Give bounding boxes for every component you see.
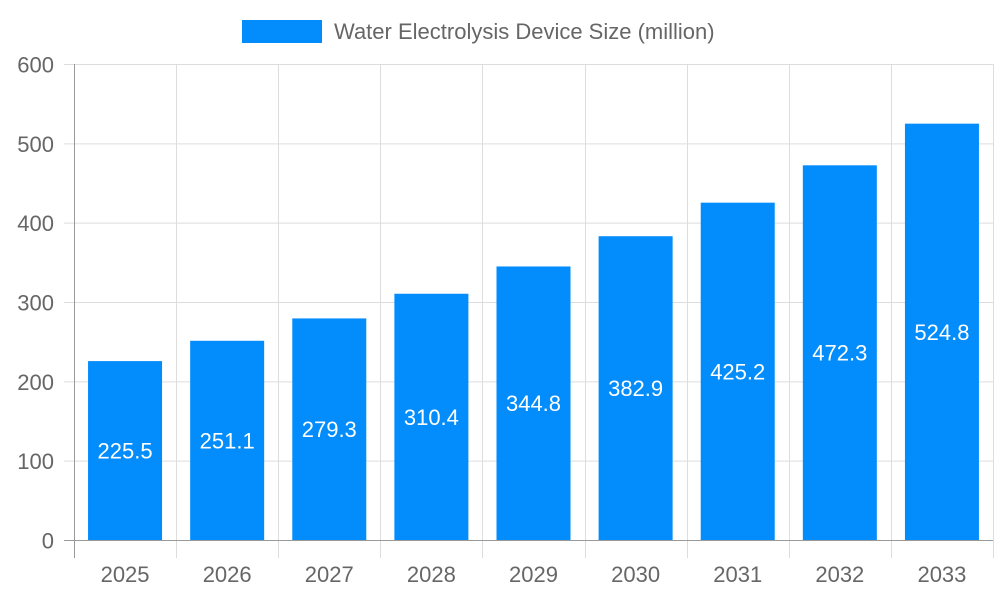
bar [88,361,163,540]
bar [700,202,775,540]
legend-swatch [242,20,322,43]
legend-label: Water Electrolysis Device Size (million) [334,19,715,44]
data-label: 344.8 [506,391,561,416]
x-tick-label: 2031 [713,562,762,587]
y-tick-label: 500 [17,132,54,157]
data-label: 310.4 [404,405,459,430]
data-label: 279.3 [302,417,357,442]
y-tick-label: 300 [17,291,54,316]
x-tick-label: 2026 [203,562,252,587]
x-tick-label: 2033 [917,562,966,587]
y-tick-label: 600 [17,53,54,78]
y-tick-label: 0 [42,529,54,554]
y-tick-label: 100 [17,449,54,474]
data-label: 524.8 [914,320,969,345]
bar [394,293,469,540]
data-label: 225.5 [98,439,153,464]
data-label: 425.2 [710,359,765,384]
x-tick-label: 2029 [509,562,558,587]
y-tick-label: 200 [17,370,54,395]
x-tick-label: 2027 [305,562,354,587]
data-label: 382.9 [608,376,663,401]
bar [904,123,979,541]
x-tick-label: 2028 [407,562,456,587]
x-tick-label: 2030 [611,562,660,587]
data-label: 251.1 [200,428,255,453]
legend[interactable]: Water Electrolysis Device Size (million) [242,19,715,44]
data-label: 472.3 [812,341,867,366]
bar [598,236,673,540]
axes: 0 100 200 300 400 500 600 2025 2026 2027 2028 2029 2… [17,53,993,587]
bars: 225.5 251.1 279.3 310.4 344.8 382.9 425.2 472.3… [88,123,979,541]
y-tick-label: 400 [17,211,54,236]
x-tick-label: 2025 [101,562,150,587]
x-tick-label: 2032 [815,562,864,587]
bar [496,266,571,540]
bar [802,165,877,541]
grid [64,64,994,558]
bar [292,318,367,540]
bar [190,340,265,540]
